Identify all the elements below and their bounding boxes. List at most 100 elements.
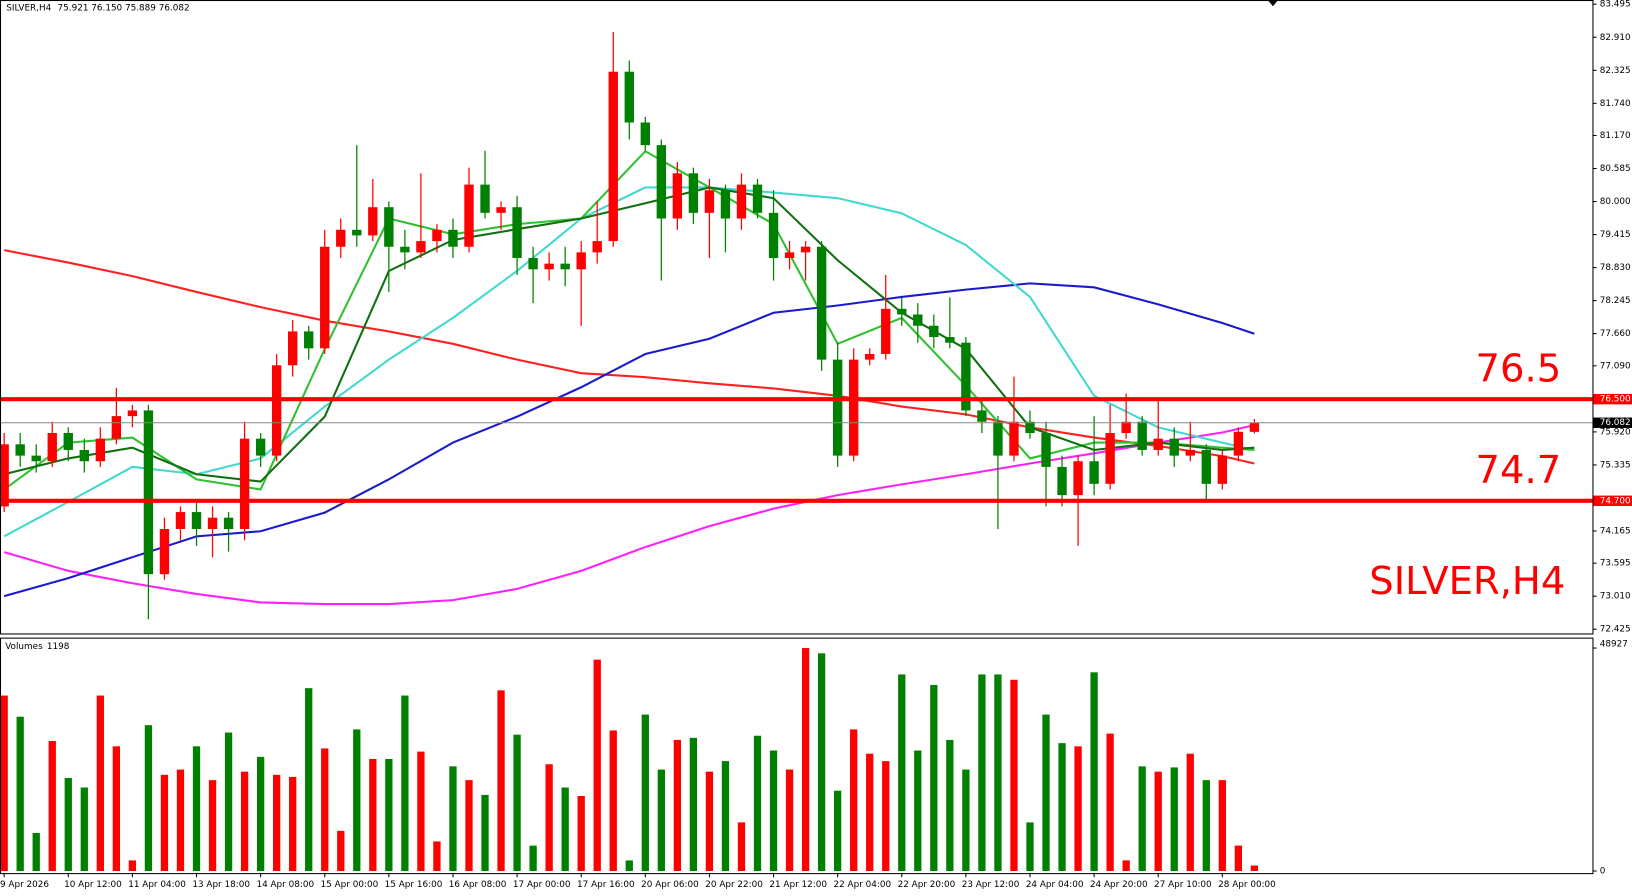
candle-body bbox=[31, 455, 41, 462]
candle-body bbox=[913, 314, 923, 326]
volume-bar bbox=[353, 729, 361, 871]
candle-body bbox=[1089, 461, 1099, 484]
volume-header: Volumes 1198 bbox=[5, 641, 70, 651]
y-tick-label: 77.090 bbox=[1600, 361, 1631, 371]
volume-bar bbox=[673, 739, 682, 871]
volume-bar bbox=[946, 739, 954, 871]
candle-body bbox=[624, 71, 634, 123]
candle-body bbox=[672, 173, 683, 219]
x-tick-label: 9 Apr 2026 bbox=[0, 880, 49, 890]
volume-bar bbox=[321, 748, 329, 871]
x-tick-label: 24 Apr 20:00 bbox=[1090, 880, 1148, 890]
volume-bar bbox=[369, 758, 377, 871]
volume-bar bbox=[0, 695, 8, 871]
volume-bar bbox=[1234, 845, 1243, 871]
candle-body bbox=[1185, 449, 1195, 456]
candle-body bbox=[656, 145, 667, 219]
candle-body bbox=[239, 438, 250, 530]
current-price-box bbox=[1593, 417, 1632, 428]
volume-bar bbox=[128, 860, 137, 871]
header: SILVER,H4 75.921 76.150 75.889 76.082 bbox=[6, 3, 189, 13]
candle-body bbox=[1137, 421, 1147, 450]
volume-bar bbox=[850, 729, 858, 871]
volume-bar bbox=[1090, 672, 1098, 871]
candle-body bbox=[961, 342, 971, 411]
candle-body bbox=[528, 258, 538, 270]
shift-marker bbox=[1267, 0, 1279, 7]
x-tick-label: 14 Apr 08:00 bbox=[256, 880, 314, 890]
y-tick-label: 73.010 bbox=[1600, 592, 1631, 602]
candle-body bbox=[400, 246, 410, 253]
volume-bar bbox=[657, 769, 665, 871]
x-tick-label: 22 Apr 04:00 bbox=[833, 880, 891, 890]
candle-body bbox=[945, 337, 955, 343]
volume-bar bbox=[192, 746, 201, 871]
volume-bar bbox=[1186, 753, 1194, 871]
volume-tick-label: 48927 bbox=[1600, 639, 1628, 649]
volume-bar bbox=[561, 787, 569, 871]
volume-panel-border bbox=[0, 637, 1594, 875]
volume-bar bbox=[289, 776, 297, 871]
candle-body bbox=[416, 241, 426, 253]
candle-body bbox=[496, 207, 506, 213]
volume-bar bbox=[385, 758, 393, 871]
volume-bar bbox=[64, 777, 72, 871]
volume-bar bbox=[176, 769, 185, 871]
volume-bar bbox=[689, 737, 698, 871]
volume-bar bbox=[1170, 767, 1178, 871]
volume-bar bbox=[1074, 746, 1082, 871]
candle-body bbox=[384, 207, 394, 247]
volume-bar bbox=[208, 780, 217, 871]
indicator-line bbox=[3, 424, 1255, 606]
volume-bar bbox=[1026, 822, 1034, 871]
y-tick-label: 72.425 bbox=[1600, 625, 1631, 635]
y-tick-label: 77.660 bbox=[1600, 329, 1631, 339]
candle-body bbox=[576, 252, 586, 270]
candle-body bbox=[544, 263, 554, 270]
candle-body bbox=[640, 122, 650, 146]
volume-bar bbox=[577, 795, 585, 871]
indicator-line bbox=[3, 186, 1255, 538]
volume-bar bbox=[417, 751, 425, 871]
level-annotation: 74.7 bbox=[1476, 448, 1562, 493]
x-tick-label: 21 Apr 12:00 bbox=[769, 880, 827, 890]
volume-bar bbox=[305, 688, 313, 871]
volume-bar bbox=[625, 860, 633, 871]
x-tick-label: 28 Apr 00:00 bbox=[1218, 880, 1276, 890]
volume-bar bbox=[1106, 733, 1114, 871]
indicator-line bbox=[3, 186, 1255, 483]
volume-bar bbox=[1042, 714, 1050, 871]
y-tick-label: 82.325 bbox=[1600, 66, 1631, 76]
candle-body bbox=[1073, 461, 1083, 496]
volume-bar bbox=[834, 790, 842, 871]
y-tick-label: 81.170 bbox=[1600, 131, 1631, 141]
candle-body bbox=[368, 207, 378, 236]
x-tick-label: 13 Apr 18:00 bbox=[192, 880, 250, 890]
candle-body bbox=[255, 438, 266, 456]
candle-body bbox=[608, 71, 618, 242]
volume-tick-label: 0 bbox=[1600, 866, 1606, 876]
candle-body bbox=[0, 444, 9, 507]
volume-bar bbox=[1138, 766, 1146, 871]
x-tick-label: 22 Apr 20:00 bbox=[898, 880, 956, 890]
candle-body bbox=[816, 246, 827, 360]
candle-body bbox=[191, 512, 202, 530]
volume-bar bbox=[978, 674, 986, 871]
candle-body bbox=[560, 263, 570, 270]
volume-bar bbox=[882, 761, 890, 871]
volume-bar bbox=[1250, 865, 1259, 871]
volume-bar bbox=[16, 716, 24, 871]
y-tick-label: 82.910 bbox=[1600, 33, 1631, 43]
current-price-label: 76.082 bbox=[1600, 418, 1631, 428]
y-tick-label: 81.740 bbox=[1600, 99, 1631, 109]
candle-body bbox=[897, 308, 907, 315]
candle-body bbox=[832, 359, 843, 456]
candle-body bbox=[1249, 422, 1260, 432]
volume-bar bbox=[898, 674, 906, 871]
candle-body bbox=[464, 184, 474, 247]
candle-body bbox=[480, 184, 490, 213]
volume-bar bbox=[641, 714, 649, 871]
volume-bar bbox=[817, 653, 826, 871]
